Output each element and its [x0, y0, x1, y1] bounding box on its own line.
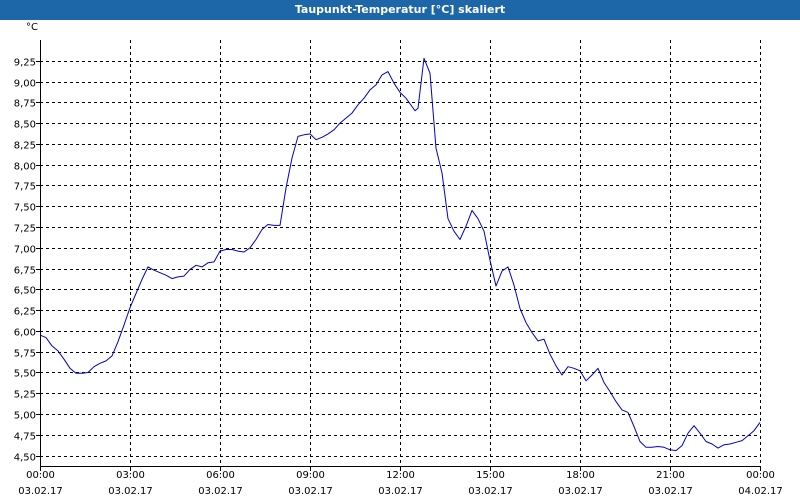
x-tick-label-time: 18:00 [566, 470, 595, 481]
x-tick-label-date: 03.02.17 [108, 486, 153, 497]
x-tick-label-time: 06:00 [206, 470, 235, 481]
y-tick-label: 7,00 [14, 245, 36, 256]
y-tick-labels: 4,50 4,75 5,00 5,25 5,50 5,75 6,00 6,25 6,50 6,75… [14, 58, 36, 464]
chart-title: Taupunkt-Temperatur [°C] skaliert [294, 3, 506, 16]
y-tick-label: 8,00 [14, 162, 36, 173]
y-tick-label: 5,00 [14, 411, 36, 422]
x-tick-label-time: 00:00 [746, 470, 775, 481]
x-tick-label-time: 00:00 [26, 470, 55, 481]
grid-layer [40, 40, 761, 466]
chart-title-bar: Taupunkt-Temperatur [°C] skaliert [0, 0, 800, 20]
x-tick-label-date: 03.02.17 [288, 486, 333, 497]
y-tick-label: 7,75 [14, 182, 36, 193]
y-tick-label: 7,25 [14, 224, 36, 235]
y-tick-label: 6,50 [14, 286, 36, 297]
x-tick-label-date: 03.02.17 [558, 486, 603, 497]
axis-layer [36, 40, 761, 471]
chart-area: 4,50 4,75 5,00 5,25 5,50 5,75 6,00 6,25 6,50 6,75… [0, 20, 800, 500]
x-tick-label-time: 09:00 [296, 470, 325, 481]
x-tick-label-date: 03.02.17 [18, 486, 63, 497]
y-tick-label: 4,50 [14, 453, 36, 464]
series-line [39, 57, 761, 452]
y-tick-label: 8,50 [14, 120, 36, 131]
x-tick-label-time: 03:00 [116, 470, 145, 481]
y-tick-label: 5,50 [14, 369, 36, 380]
x-tick-label-date: 03.02.17 [648, 486, 693, 497]
y-tick-label: 9,25 [14, 58, 36, 69]
y-axis-unit-label: °C [26, 22, 38, 33]
x-tick-label-time: 15:00 [476, 470, 505, 481]
x-tick-labels: 00:00 03.02.17 03:00 03.02.17 06:00 03.02.17 0… [18, 470, 783, 497]
x-tick-label-time: 21:00 [656, 470, 685, 481]
y-tick-label: 9,00 [14, 79, 36, 90]
y-tick-label: 4,75 [14, 432, 36, 443]
y-tick-label: 8,75 [14, 99, 36, 110]
y-tick-label: 6,00 [14, 328, 36, 339]
y-tick-label: 6,75 [14, 266, 36, 277]
x-tick-label-time: 12:00 [386, 470, 415, 481]
x-tick-label-date: 03.02.17 [378, 486, 423, 497]
series-layer [39, 57, 761, 452]
y-tick-label: 8,25 [14, 141, 36, 152]
y-tick-label: 5,75 [14, 349, 36, 360]
line-chart: 4,50 4,75 5,00 5,25 5,50 5,75 6,00 6,25 6,50 6,75… [14, 22, 783, 497]
y-tick-label: 5,25 [14, 390, 36, 401]
x-tick-label-date: 03.02.17 [198, 486, 243, 497]
x-tick-label-date: 03.02.17 [468, 486, 513, 497]
y-tick-label: 7,50 [14, 203, 36, 214]
y-tick-label: 6,25 [14, 307, 36, 318]
x-tick-label-date: 04.02.17 [738, 486, 783, 497]
